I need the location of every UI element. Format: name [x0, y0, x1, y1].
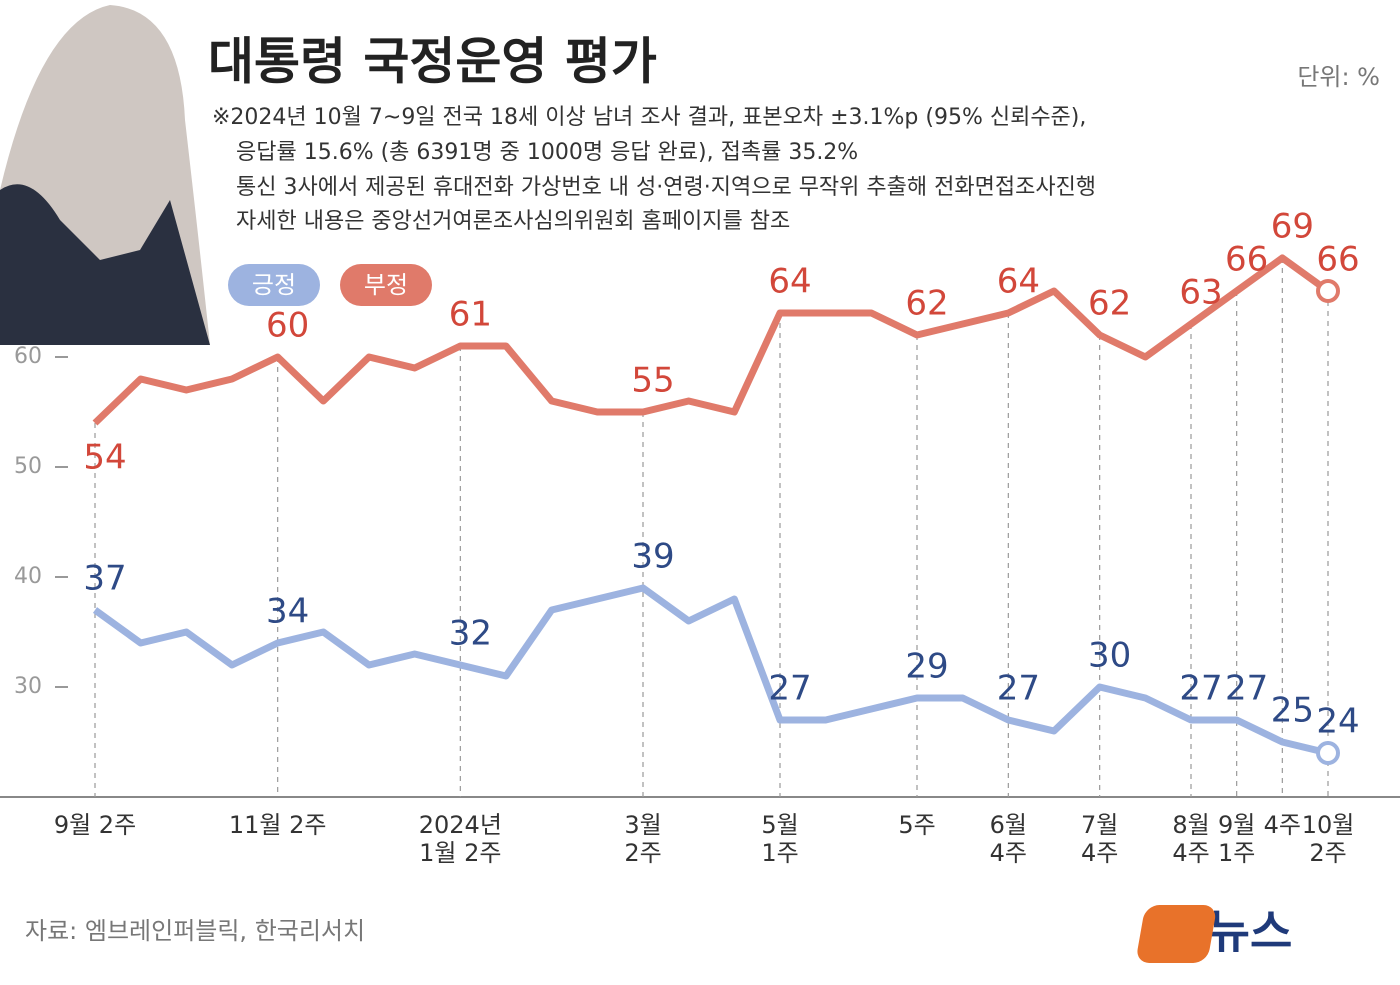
photo-suit	[0, 184, 210, 345]
data-label: 24	[1316, 702, 1359, 742]
x-tick-label: 5주	[898, 811, 935, 839]
x-tick-label: 4주	[1264, 811, 1301, 839]
data-label: 39	[631, 537, 674, 577]
data-label: 69	[1271, 207, 1314, 247]
y-tick-label: 60	[14, 344, 42, 369]
x-tick-line: 5주	[898, 811, 935, 839]
x-tick-line: 10월	[1302, 811, 1355, 839]
end-marker	[1316, 741, 1340, 765]
x-tick-line: 11월 2주	[229, 811, 327, 839]
data-label: 32	[449, 614, 492, 654]
x-tick-label: 9월 1주	[1218, 811, 1255, 867]
data-label: 27	[1225, 669, 1268, 709]
data-label: 29	[905, 647, 948, 687]
data-label: 55	[631, 361, 674, 401]
y-tick-label: 30	[14, 674, 42, 699]
x-tick-line: 4주	[1264, 811, 1301, 839]
data-label: 62	[1088, 284, 1131, 324]
x-tick-label: 3월 2주	[624, 811, 661, 867]
data-label: 66	[1316, 240, 1359, 280]
x-tick-label: 9월 2주	[54, 811, 136, 839]
x-tick-label: 7월 4주	[1081, 811, 1118, 867]
note: 자세한 내용은 중앙선거여론조사심의위원회 홈페이지를 참조	[236, 209, 790, 234]
x-tick-line: 4주	[990, 839, 1027, 867]
data-label: 27	[997, 669, 1040, 709]
note: 응답률 15.6% (총 6391명 중 1000명 응답 완료), 접촉률 3…	[236, 140, 858, 165]
data-label: 64	[997, 262, 1040, 302]
data-label: 62	[905, 284, 948, 324]
x-tick-label: 10월 2주	[1302, 811, 1355, 867]
data-label: 63	[1179, 273, 1222, 313]
x-tick-line: 9월 2주	[54, 811, 136, 839]
x-tick-line: 7월	[1081, 811, 1118, 839]
x-tick-line: 6월	[990, 811, 1027, 839]
logo	[1137, 905, 1216, 963]
x-tick-line: 9월	[1218, 811, 1255, 839]
data-label: 66	[1225, 240, 1268, 280]
data-label: 64	[768, 262, 811, 302]
x-tick-label: 6월 4주	[990, 811, 1027, 867]
brand: 뉴스	[1208, 905, 1293, 959]
source: 자료: 엠브레인퍼블릭, 한국리서치	[25, 917, 365, 945]
x-tick-line: 4주	[1081, 839, 1118, 867]
data-label: 37	[83, 559, 126, 599]
unit: 단위: %	[1297, 63, 1380, 91]
legend-label: 긍정	[252, 271, 296, 299]
data-label: 27	[1179, 669, 1222, 709]
legend-swatch	[340, 264, 432, 306]
legend-label: 부정	[364, 271, 408, 299]
x-tick-line: 2주	[624, 839, 661, 867]
x-tick-label: 2024년 1월 2주	[419, 811, 502, 867]
data-label: 27	[768, 669, 811, 709]
series-line	[92, 254, 1331, 426]
x-tick-line: 8월	[1172, 811, 1209, 839]
x-tick-line: 2주	[1309, 839, 1346, 867]
x-tick-label: 5월 1주	[761, 811, 798, 867]
data-label: 34	[266, 592, 309, 632]
series-line	[92, 584, 1329, 757]
note: 통신 3사에서 제공된 휴대전화 가상번호 내 성·연령·지역으로 무작위 추출…	[236, 175, 1096, 200]
data-label: 54	[83, 438, 126, 478]
x-tick-label: 11월 2주	[229, 811, 327, 839]
x-tick-line: 5월	[761, 811, 798, 839]
x-tick-line: 1주	[1218, 839, 1255, 867]
x-tick-line: 4주	[1172, 839, 1209, 867]
x-tick-label: 8월 4주	[1172, 811, 1209, 867]
y-tick-label: 50	[14, 454, 42, 479]
data-label: 61	[449, 295, 492, 335]
y-tick-label: 40	[14, 564, 42, 589]
data-label: 30	[1088, 636, 1131, 676]
x-tick-line: 2024년	[419, 811, 502, 839]
x-tick-line: 1월 2주	[419, 839, 501, 867]
chart-title: 대통령 국정운영 평가	[208, 33, 657, 91]
end-marker	[1316, 279, 1340, 303]
x-tick-line: 3월	[624, 811, 661, 839]
legend-swatch	[228, 264, 320, 306]
data-label: 25	[1271, 691, 1314, 731]
x-tick-line: 1주	[761, 839, 798, 867]
note: ※2024년 10월 7~9일 전국 18세 이상 남녀 조사 결과, 표본오차…	[212, 105, 1086, 130]
data-label: 60	[266, 306, 309, 346]
